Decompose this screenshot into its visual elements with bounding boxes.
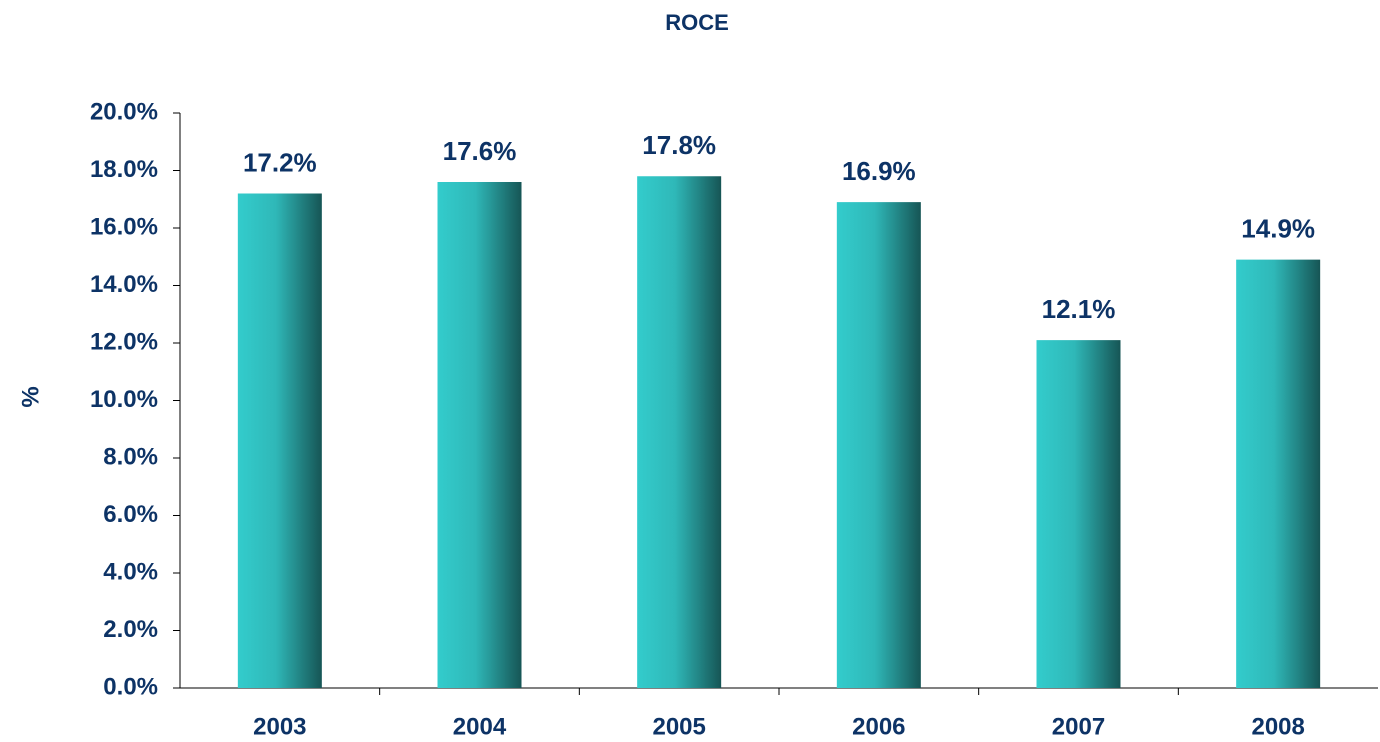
- bar: [237, 193, 322, 688]
- y-tick-label: 4.0%: [103, 558, 158, 585]
- x-tick-label: 2006: [852, 713, 905, 740]
- x-tick-label: 2008: [1251, 713, 1304, 740]
- bar: [637, 176, 722, 688]
- y-tick-label: 16.0%: [90, 213, 158, 240]
- y-tick-label: 20.0%: [90, 98, 158, 125]
- chart-title: ROCE: [665, 10, 729, 35]
- x-tick-label: 2003: [253, 713, 306, 740]
- data-label: 17.6%: [443, 136, 517, 166]
- x-tick-label: 2007: [1052, 713, 1105, 740]
- data-label: 17.2%: [243, 147, 317, 177]
- bar: [836, 202, 921, 688]
- x-tick-label: 2004: [453, 713, 507, 740]
- y-tick-label: 12.0%: [90, 328, 158, 355]
- y-tick-label: 10.0%: [90, 386, 158, 413]
- y-axis-label: %: [17, 386, 44, 407]
- x-tick-label: 2005: [652, 713, 705, 740]
- y-tick-label: 6.0%: [103, 501, 158, 528]
- bar: [437, 182, 522, 688]
- y-tick-label: 18.0%: [90, 156, 158, 183]
- data-label: 17.8%: [642, 130, 716, 160]
- bar: [1236, 259, 1321, 688]
- bar: [1036, 340, 1121, 688]
- y-tick-label: 0.0%: [103, 673, 158, 700]
- y-tick-label: 8.0%: [103, 443, 158, 470]
- data-label: 14.9%: [1241, 214, 1315, 244]
- data-label: 12.1%: [1042, 294, 1116, 324]
- y-tick-label: 2.0%: [103, 616, 158, 643]
- y-tick-label: 14.0%: [90, 271, 158, 298]
- data-label: 16.9%: [842, 156, 916, 186]
